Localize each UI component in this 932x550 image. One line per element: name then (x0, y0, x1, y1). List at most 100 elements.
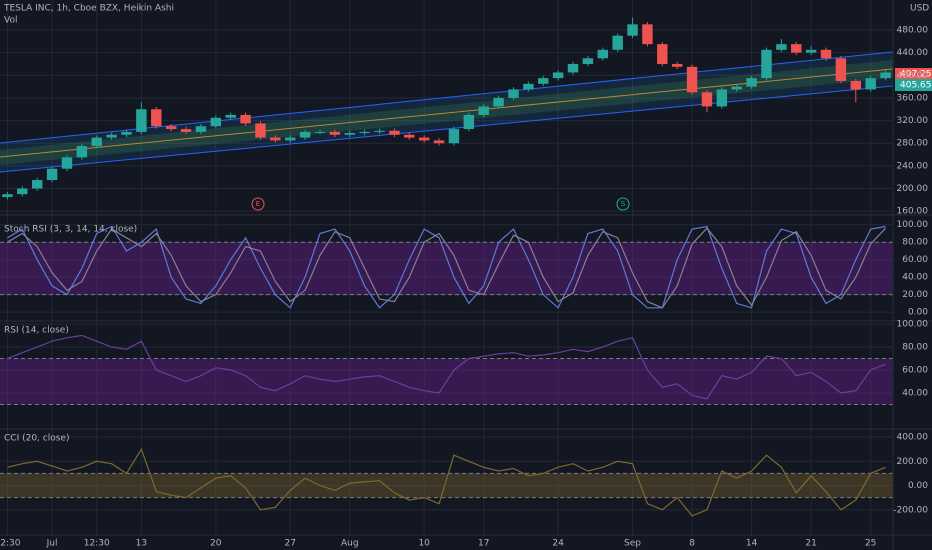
price-tag-bg (895, 68, 932, 80)
candle-body (597, 49, 608, 59)
event-marker[interactable] (251, 197, 265, 211)
y-tick-label: 360.00 (897, 93, 929, 103)
candle-body (136, 109, 147, 132)
candle-body (2, 194, 13, 198)
x-tick-label: 21 (805, 539, 816, 549)
candle-body (671, 63, 683, 67)
event-label[interactable]: S (621, 200, 626, 208)
y-tick-label: 0.00 (908, 308, 928, 318)
y-tick-label: 280.00 (897, 139, 929, 149)
candle-body (180, 129, 192, 132)
candle-body (210, 117, 222, 127)
candle-body (404, 134, 415, 138)
candle-body (46, 168, 58, 181)
candle-body (552, 72, 564, 79)
candle-body (374, 130, 385, 132)
candle-body (835, 58, 847, 81)
y-tick-label: 100.00 (897, 319, 929, 329)
candle-body (746, 78, 757, 87)
price-tag: 407.25 (900, 70, 932, 80)
y-tick-label: 60.00 (902, 365, 928, 375)
pane-title: Stoch RSI (3, 3, 14, 14, close) (4, 225, 137, 235)
candle-body (91, 137, 102, 147)
y-tick-label: 240.00 (897, 161, 929, 171)
candle-body (582, 58, 594, 64)
x-tick-label: 13 (136, 539, 147, 549)
x-tick-label: 14 (746, 539, 758, 549)
candle-body (61, 157, 73, 169)
pane-title: CCI (20, close) (4, 434, 69, 444)
y-tick-label: 480.00 (897, 26, 929, 36)
candle-body (478, 106, 489, 115)
candle-body (31, 180, 43, 189)
x-tick-label: 25 (865, 539, 876, 549)
candle-body (538, 78, 549, 84)
x-tick-label: 20 (210, 539, 222, 549)
y-tick-label: 100.00 (897, 220, 929, 230)
candle-body (165, 126, 177, 130)
x-tick-label: Sep (624, 539, 641, 549)
x-tick-label: Jul (46, 539, 58, 549)
candle-body (225, 114, 236, 118)
y-tick-label: 400.00 (897, 71, 929, 81)
candle-body (508, 89, 519, 98)
candle-body (493, 97, 504, 107)
y-tick-label: 80.00 (902, 342, 928, 352)
channel-mid (0, 68, 894, 158)
channel-outer (0, 52, 893, 172)
candle-body (880, 72, 891, 79)
candle-body (716, 89, 728, 107)
candle-body (17, 188, 28, 195)
y-tick-label: 440.00 (897, 48, 929, 58)
candle-body (642, 24, 653, 45)
candle-body (195, 126, 207, 132)
chart-subtitle: Vol (4, 16, 17, 26)
y-tick-label: 40.00 (902, 389, 928, 399)
candle-body (106, 134, 117, 138)
candle-body (329, 131, 341, 135)
candle-body (701, 92, 713, 107)
candle-body (344, 133, 355, 135)
candle-body (299, 131, 311, 138)
y-tick-label: 60.00 (902, 255, 928, 265)
y-tick-label: 80.00 (902, 238, 928, 248)
candle-body (850, 80, 862, 90)
candle-body (567, 63, 579, 73)
candle-body (359, 131, 370, 134)
candle-body (657, 44, 668, 64)
series-line (7, 334, 886, 400)
channel-line (0, 85, 894, 173)
chart-title: TESLA INC, 1h, Cboe BZX, Heikin Ashi (3, 4, 174, 14)
candle-body (418, 137, 430, 141)
x-tick-label: 24 (552, 539, 564, 549)
band-fill (0, 242, 893, 295)
candle-body (463, 114, 475, 130)
x-tick-label: Aug (341, 539, 359, 549)
x-tick-label: 8 (689, 539, 695, 549)
candle-body (805, 49, 817, 53)
event-marker[interactable] (616, 197, 630, 211)
candle-body (285, 137, 296, 141)
event-label[interactable]: E (256, 200, 260, 208)
candle-body (820, 49, 832, 59)
x-tick-label: 17 (478, 539, 489, 549)
candle-body (314, 131, 326, 133)
y-tick-label: 400.00 (897, 433, 929, 443)
candle-body (761, 49, 772, 79)
axis-unit: USD (910, 4, 929, 14)
candle-body (433, 140, 445, 144)
pane-title: RSI (14, close) (4, 326, 69, 336)
y-tick-label: 160.00 (897, 207, 929, 217)
candle-body (731, 86, 742, 90)
candle-body (121, 131, 132, 135)
candle-body (776, 44, 787, 50)
x-tick-label: 10 (418, 539, 430, 549)
x-tick-label: 27 (284, 539, 295, 549)
candle-body (389, 130, 400, 135)
y-tick-label: 40.00 (902, 273, 928, 283)
y-tick-label: 20.00 (902, 290, 928, 300)
x-tick-label: 12:30 (0, 539, 21, 549)
candle-body (686, 66, 698, 93)
regression-channel (0, 51, 894, 173)
